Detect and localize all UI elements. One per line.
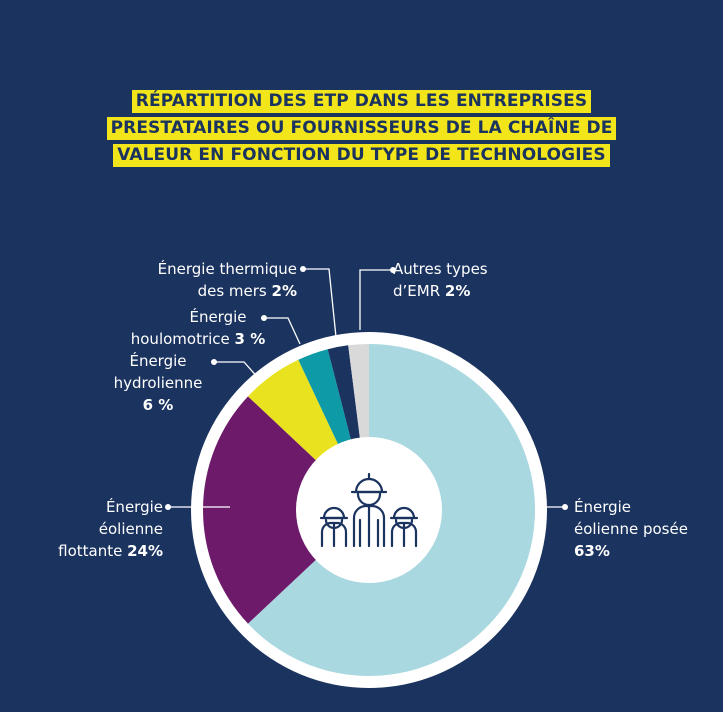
label-hydro-line1: Énergie: [129, 352, 187, 370]
label-flottante-line3: flottante: [58, 542, 128, 560]
label-hydrolienne: Énergie hydrolienne 6 %: [103, 350, 213, 416]
label-autres-pct: 2%: [444, 282, 471, 300]
donut-slice-4: [327, 345, 361, 443]
donut-slice-0: [247, 344, 535, 676]
leader-line-1: [303, 268, 337, 338]
three-workers-with-hard-hats-icon: [319, 472, 419, 548]
donut-slices: [203, 344, 535, 676]
leader-line-0: [359, 269, 393, 330]
label-autres-line2: d’EMR: [393, 282, 445, 300]
label-thermique-line2: des mers: [197, 282, 272, 300]
label-flottante: Énergie éolienne flottante 24%: [58, 496, 163, 562]
label-houlo-line1: Énergie: [189, 308, 247, 326]
title-line-2: PRESTATAIRES OU FOURNISSEURS DE LA CHAÎN…: [106, 117, 617, 140]
title-line-3: VALEUR EN FONCTION DU TYPE DE TECHNOLOGI…: [113, 144, 610, 167]
donut-slice-2: [247, 359, 340, 463]
label-hydro-pct: 6 %: [142, 396, 174, 414]
label-autres-line1: Autres types: [393, 260, 488, 278]
label-posee-line1: Énergie: [574, 498, 632, 516]
chart-title: RÉPARTITION DES ETP DANS LES ENTREPRISES…: [0, 90, 723, 171]
donut-slice-1: [203, 396, 318, 624]
title-line-1: RÉPARTITION DES ETP DANS LES ENTREPRISES: [131, 90, 592, 113]
leader-dot-1: [300, 266, 306, 272]
leader-line-3: [214, 361, 261, 381]
leader-dot-3: [211, 359, 217, 365]
label-flottante-line2: éolienne: [98, 520, 163, 538]
leader-dot-0: [390, 267, 396, 273]
label-thermique-line1: Énergie thermique: [157, 260, 297, 278]
label-leader-lines: [165, 266, 568, 510]
label-houlo-line2: houlomotrice: [130, 330, 235, 348]
leader-line-2: [264, 317, 301, 345]
label-hydro-line2: hydrolienne: [113, 374, 203, 392]
label-houlomotrice: Énergie houlomotrice 3 %: [118, 306, 278, 350]
label-posee-pct: 63%: [574, 542, 610, 560]
donut-slice-5: [348, 344, 369, 441]
label-posee: Énergie éolienne posée 63%: [574, 496, 688, 562]
leader-dot-4: [165, 504, 171, 510]
donut-slice-3: [298, 349, 352, 447]
leader-dot-2: [261, 315, 267, 321]
label-autres-types: Autres types d’EMR 2%: [393, 258, 488, 302]
label-posee-line2: éolienne posée: [574, 520, 688, 538]
leader-dot-5: [562, 504, 568, 510]
label-flottante-pct: 24%: [127, 542, 163, 560]
label-thermique: Énergie thermique des mers 2%: [158, 258, 297, 302]
label-flottante-line1: Énergie: [105, 498, 163, 516]
label-thermique-pct: 2%: [271, 282, 297, 300]
label-houlo-pct: 3 %: [234, 330, 266, 348]
